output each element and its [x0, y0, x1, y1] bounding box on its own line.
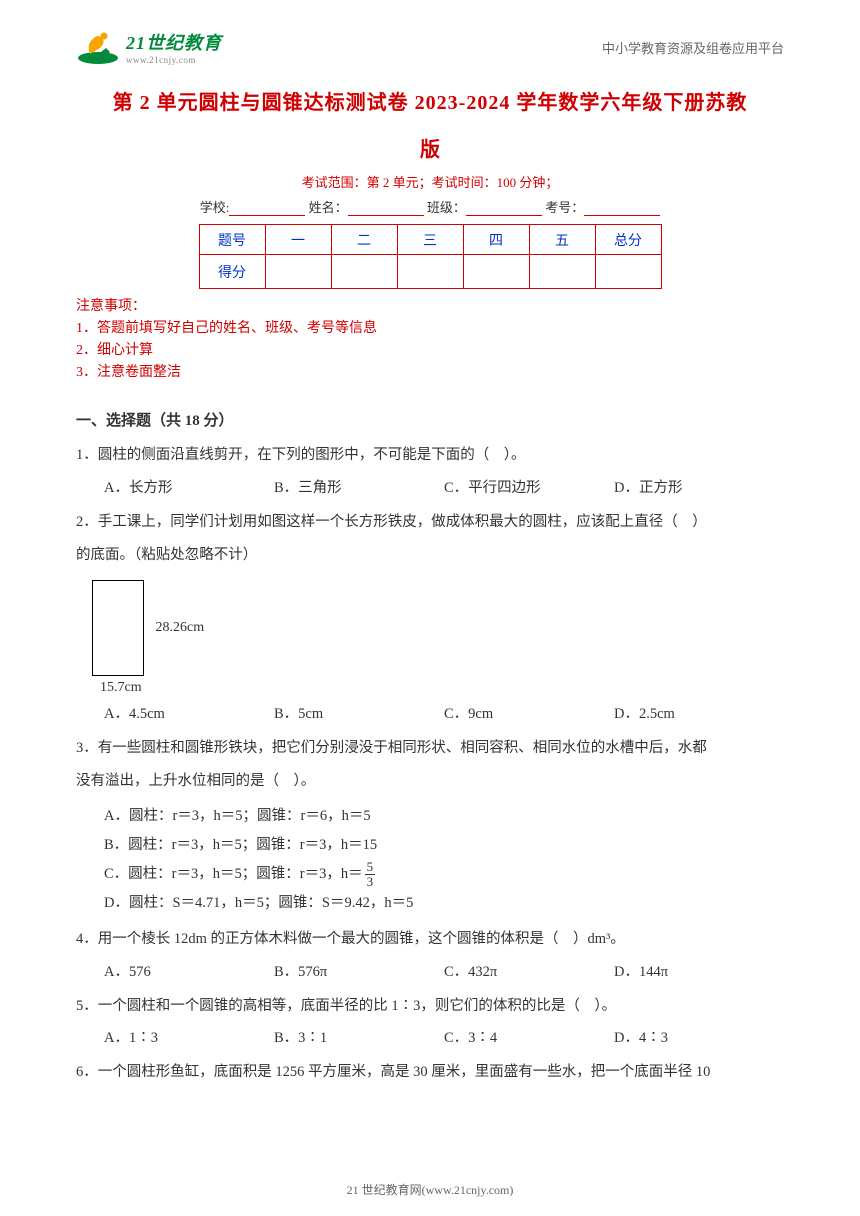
header-right-text: 中小学教育资源及组卷应用平台 — [602, 38, 784, 57]
dim-bottom: 15.7cm — [100, 680, 784, 696]
option: B．三角形 — [274, 476, 444, 497]
cell: 得分 — [199, 255, 265, 289]
logo-main-text: 21世纪教育 — [126, 29, 222, 55]
option: B．5cm — [274, 702, 444, 723]
notice-item: 2．细心计算 — [76, 339, 784, 359]
q4-options: A．576 B．576π C．432π D．144π — [104, 960, 784, 981]
dim-right: 28.26cm — [156, 620, 205, 636]
fraction: 53 — [365, 860, 376, 890]
q2-diagram: 28.26cm 15.7cm — [92, 580, 784, 696]
option: A．长方形 — [104, 476, 274, 497]
cell: 四 — [463, 225, 529, 255]
page-header: 21世纪教育 www.21cnjy.com 中小学教育资源及组卷应用平台 — [76, 28, 784, 66]
cell — [265, 255, 331, 289]
exam-info: 考试范围：第 2 单元；考试时间：100 分钟； — [76, 172, 784, 191]
label-class: 班级： — [427, 200, 466, 215]
q1-options: A．长方形 B．三角形 C．平行四边形 D．正方形 — [104, 476, 784, 497]
question-1: 1．圆柱的侧面沿直线剪开，在下列的图形中，不可能是下面的（ ）。 — [76, 442, 784, 470]
option: C．432π — [444, 960, 614, 981]
option: D．2.5cm — [614, 702, 784, 723]
cell — [331, 255, 397, 289]
table-row: 得分 — [199, 255, 661, 289]
table-row: 题号 一 二 三 四 五 总分 — [199, 225, 661, 255]
option: D．4∶3 — [614, 1026, 784, 1047]
student-info-line: 学校: 姓名： 班级： 考号： — [76, 197, 784, 216]
option: C．平行四边形 — [444, 476, 614, 497]
cell — [397, 255, 463, 289]
logo-url: www.21cnjy.com — [126, 55, 222, 65]
notice-title: 注意事项： — [76, 295, 784, 315]
option: D．正方形 — [614, 476, 784, 497]
page-title-line2: 版 — [76, 133, 784, 162]
cell: 一 — [265, 225, 331, 255]
cell — [463, 255, 529, 289]
option: B．576π — [274, 960, 444, 981]
cell: 五 — [529, 225, 595, 255]
option: C．9cm — [444, 702, 614, 723]
numerator: 5 — [365, 860, 376, 875]
q3-options-vertical: A．圆柱：r＝3，h＝5；圆锥：r＝6，h＝5 B．圆柱：r＝3，h＝5；圆锥：… — [104, 802, 784, 919]
q5-options: A．1∶3 B．3∶1 C．3∶4 D．4∶3 — [104, 1026, 784, 1047]
notice-item: 1．答题前填写好自己的姓名、班级、考号等信息 — [76, 317, 784, 337]
underline — [584, 202, 660, 216]
question-5: 5．一个圆柱和一个圆锥的高相等，底面半径的比 1∶3，则它们的体积的比是（ ）。 — [76, 993, 784, 1021]
label-id: 考号： — [545, 200, 584, 215]
cell — [529, 255, 595, 289]
section-title: 一、选择题（共 18 分） — [76, 409, 784, 430]
option: C．3∶4 — [444, 1026, 614, 1047]
page-footer: 21 世纪教育网(www.21cnjy.com) — [0, 1181, 860, 1198]
score-table: 题号 一 二 三 四 五 总分 得分 — [199, 224, 662, 289]
question-2-line2: 的底面。（粘贴处忽略不计） — [76, 542, 784, 570]
option-c-pre: C．圆柱：r＝3，h＝5；圆锥：r＝3，h＝ — [104, 866, 363, 882]
option: C．圆柱：r＝3，h＝5；圆锥：r＝3，h＝53 — [104, 860, 784, 890]
question-4: 4．用一个棱长 12dm 的正方体木料做一个最大的圆锥，这个圆锥的体积是（ ）d… — [76, 926, 784, 954]
page-title-line1: 第 2 单元圆柱与圆锥达标测试卷 2023-2024 学年数学六年级下册苏教 — [76, 86, 784, 115]
denominator: 3 — [365, 875, 376, 889]
question-3-line2: 没有溢出，上升水位相同的是（ ）。 — [76, 768, 784, 796]
cell: 二 — [331, 225, 397, 255]
option: B．圆柱：r＝3，h＝5；圆锥：r＝3，h＝15 — [104, 831, 784, 860]
option: B．3∶1 — [274, 1026, 444, 1047]
logo-icon — [76, 28, 120, 66]
logo: 21世纪教育 www.21cnjy.com — [76, 28, 222, 66]
rectangle-icon — [92, 580, 144, 676]
option: A．1∶3 — [104, 1026, 274, 1047]
option: A．4.5cm — [104, 702, 274, 723]
option: D．144π — [614, 960, 784, 981]
underline — [348, 202, 424, 216]
notice-item: 3．注意卷面整洁 — [76, 361, 784, 381]
option: A．圆柱：r＝3，h＝5；圆锥：r＝6，h＝5 — [104, 802, 784, 831]
question-3-line1: 3．有一些圆柱和圆锥形铁块，把它们分别浸没于相同形状、相同容积、相同水位的水槽中… — [76, 735, 784, 763]
option: A．576 — [104, 960, 274, 981]
cell — [595, 255, 661, 289]
cell: 题号 — [199, 225, 265, 255]
logo-text: 21世纪教育 www.21cnjy.com — [126, 29, 222, 65]
question-6: 6．一个圆柱形鱼缸，底面积是 1256 平方厘米，高是 30 厘米，里面盛有一些… — [76, 1059, 784, 1087]
option: D．圆柱：S＝4.71，h＝5；圆锥：S＝9.42，h＝5 — [104, 889, 784, 918]
underline — [229, 202, 305, 216]
q2-rect-row: 28.26cm — [92, 580, 784, 676]
cell: 三 — [397, 225, 463, 255]
q2-options: A．4.5cm B．5cm C．9cm D．2.5cm — [104, 702, 784, 723]
question-2-line1: 2．手工课上，同学们计划用如图这样一个长方形铁皮，做成体积最大的圆柱，应该配上直… — [76, 509, 784, 537]
label-school: 学校: — [200, 200, 230, 215]
underline — [466, 202, 542, 216]
label-name: 姓名： — [309, 200, 348, 215]
cell: 总分 — [595, 225, 661, 255]
